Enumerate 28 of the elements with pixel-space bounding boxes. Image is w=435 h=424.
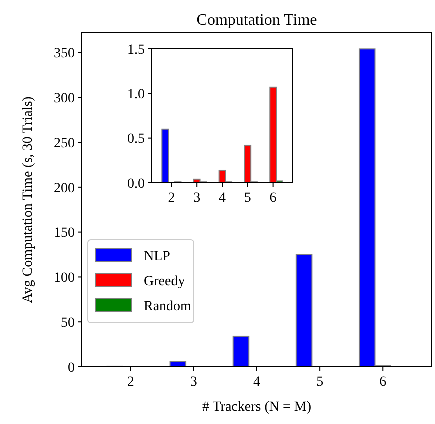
x-tick-label: 3 xyxy=(190,375,198,390)
y-tick-label: 150 xyxy=(54,226,75,242)
x-tick-label: 4 xyxy=(219,191,226,206)
y-tick-label: 50 xyxy=(61,316,75,332)
x-tick-label: 6 xyxy=(380,375,387,390)
y-tick-label: 300 xyxy=(54,92,75,107)
y-tick-label: 100 xyxy=(54,271,75,286)
y-tick-label: 0.0 xyxy=(128,176,145,192)
x-tick-label: 5 xyxy=(316,375,324,390)
y-tick-label: 1.5 xyxy=(128,42,145,58)
y-tick-label: 350 xyxy=(54,46,75,62)
x-tick-label: 2 xyxy=(168,191,176,206)
x-axis-title: # Trackers (N = M) xyxy=(202,400,312,415)
y-tick-label: 0 xyxy=(68,360,75,376)
x-tick-label: 4 xyxy=(254,375,260,390)
x-tick-label: 2 xyxy=(127,375,134,390)
x-tick-label: 5 xyxy=(244,191,252,206)
y-tick-label: 0.5 xyxy=(128,132,145,148)
y-tick-label: 1.0 xyxy=(128,88,145,103)
legend-label: Greedy xyxy=(144,274,186,290)
y-axis-title: Avg Computation Time (s, 30 Trials) xyxy=(21,96,36,304)
x-tick-label: 3 xyxy=(194,191,201,206)
y-tick-label: 200 xyxy=(54,181,75,196)
chart-title: Computation Time xyxy=(196,12,318,29)
x-tick-label: 6 xyxy=(270,191,277,206)
y-tick-label: 250 xyxy=(54,136,75,152)
legend-label: NLP xyxy=(144,249,171,264)
legend-label: Random xyxy=(144,299,192,314)
